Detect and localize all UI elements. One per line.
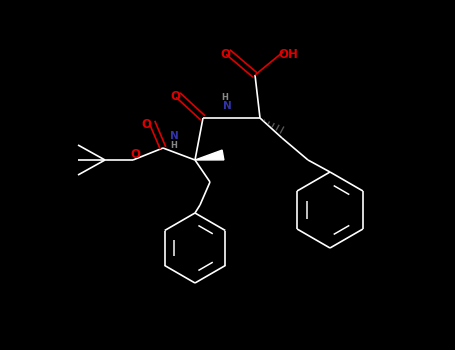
Text: H: H	[222, 92, 228, 102]
Text: O: O	[170, 91, 180, 104]
Text: O: O	[141, 118, 151, 131]
Text: N: N	[170, 131, 178, 141]
Polygon shape	[195, 150, 224, 160]
Text: O: O	[220, 48, 230, 61]
Text: O: O	[130, 148, 140, 161]
Text: H: H	[171, 140, 177, 149]
Text: OH: OH	[278, 48, 298, 61]
Text: N: N	[222, 101, 232, 111]
